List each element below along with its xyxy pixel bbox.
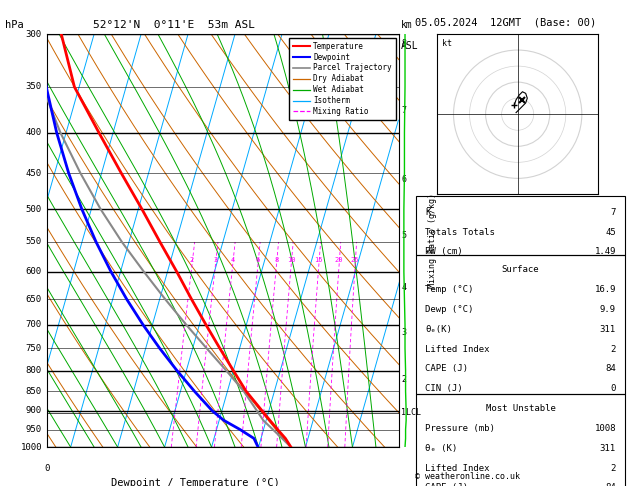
Text: 350: 350 <box>26 83 42 91</box>
Text: 2: 2 <box>190 257 194 263</box>
Text: © weatheronline.co.uk: © weatheronline.co.uk <box>415 472 520 481</box>
Text: θₑ(K): θₑ(K) <box>425 325 452 334</box>
Text: Dewp (°C): Dewp (°C) <box>425 305 474 314</box>
Text: 7: 7 <box>611 208 616 217</box>
Legend: Temperature, Dewpoint, Parcel Trajectory, Dry Adiabat, Wet Adiabat, Isotherm, Mi: Temperature, Dewpoint, Parcel Trajectory… <box>289 38 396 120</box>
Text: 450: 450 <box>26 169 42 178</box>
Text: 84: 84 <box>605 484 616 486</box>
Bar <box>416 394 625 486</box>
Text: 2: 2 <box>401 375 406 383</box>
Text: 311: 311 <box>600 325 616 334</box>
Text: 20: 20 <box>335 257 343 263</box>
Text: 6: 6 <box>255 257 260 263</box>
Text: 5: 5 <box>401 231 406 240</box>
Text: hPa: hPa <box>5 20 24 30</box>
Text: 84: 84 <box>605 364 616 373</box>
Text: 950: 950 <box>26 425 42 434</box>
Text: 1.49: 1.49 <box>594 247 616 257</box>
Text: 850: 850 <box>26 387 42 396</box>
Text: 1LCL: 1LCL <box>401 408 421 417</box>
Text: 311: 311 <box>600 444 616 453</box>
Text: 7: 7 <box>401 106 406 115</box>
Text: PW (cm): PW (cm) <box>425 247 463 257</box>
Text: 2: 2 <box>611 464 616 472</box>
Text: CAPE (J): CAPE (J) <box>425 364 468 373</box>
Text: 6: 6 <box>401 174 406 184</box>
Text: 400: 400 <box>26 128 42 137</box>
Text: 4: 4 <box>401 283 406 292</box>
Text: km: km <box>401 20 413 30</box>
Text: 2: 2 <box>611 345 616 354</box>
Text: Most Unstable: Most Unstable <box>486 404 555 413</box>
Text: Temp (°C): Temp (°C) <box>425 285 474 294</box>
Text: 05.05.2024  12GMT  (Base: 00): 05.05.2024 12GMT (Base: 00) <box>415 17 596 27</box>
Text: CAPE (J): CAPE (J) <box>425 484 468 486</box>
Text: Mixing Ratio (g/kg): Mixing Ratio (g/kg) <box>428 193 437 288</box>
Text: Totals Totals: Totals Totals <box>425 227 495 237</box>
Text: 1000: 1000 <box>20 443 42 451</box>
Text: kt: kt <box>442 39 452 48</box>
Text: Pressure (mb): Pressure (mb) <box>425 424 495 433</box>
Text: 300: 300 <box>26 30 42 38</box>
Text: 650: 650 <box>26 295 42 304</box>
Text: 0: 0 <box>45 464 50 473</box>
Text: 25: 25 <box>351 257 359 263</box>
Text: Lifted Index: Lifted Index <box>425 464 489 472</box>
Text: CIN (J): CIN (J) <box>425 384 463 393</box>
Text: 8: 8 <box>274 257 279 263</box>
Text: 16.9: 16.9 <box>594 285 616 294</box>
Text: 900: 900 <box>26 406 42 416</box>
Text: 750: 750 <box>26 344 42 353</box>
Text: 0: 0 <box>611 384 616 393</box>
Text: 10: 10 <box>287 257 296 263</box>
Text: ASL: ASL <box>401 40 419 51</box>
Text: 1008: 1008 <box>594 424 616 433</box>
Text: Dewpoint / Temperature (°C): Dewpoint / Temperature (°C) <box>111 478 279 486</box>
Text: K: K <box>425 208 430 217</box>
Bar <box>416 255 625 394</box>
Text: 9.9: 9.9 <box>600 305 616 314</box>
Text: 52°12'N  0°11'E  53m ASL: 52°12'N 0°11'E 53m ASL <box>93 20 255 30</box>
Text: θₑ (K): θₑ (K) <box>425 444 457 453</box>
Text: 700: 700 <box>26 320 42 329</box>
Text: 500: 500 <box>26 205 42 214</box>
Text: 550: 550 <box>26 238 42 246</box>
Text: 3: 3 <box>213 257 218 263</box>
Bar <box>416 196 625 255</box>
Text: Surface: Surface <box>502 265 539 274</box>
Text: 8: 8 <box>401 38 406 48</box>
Text: 15: 15 <box>314 257 323 263</box>
Text: 800: 800 <box>26 366 42 375</box>
Text: 4: 4 <box>230 257 235 263</box>
Text: 600: 600 <box>26 267 42 277</box>
Text: 3: 3 <box>401 328 406 336</box>
Text: Lifted Index: Lifted Index <box>425 345 489 354</box>
Text: 45: 45 <box>605 227 616 237</box>
